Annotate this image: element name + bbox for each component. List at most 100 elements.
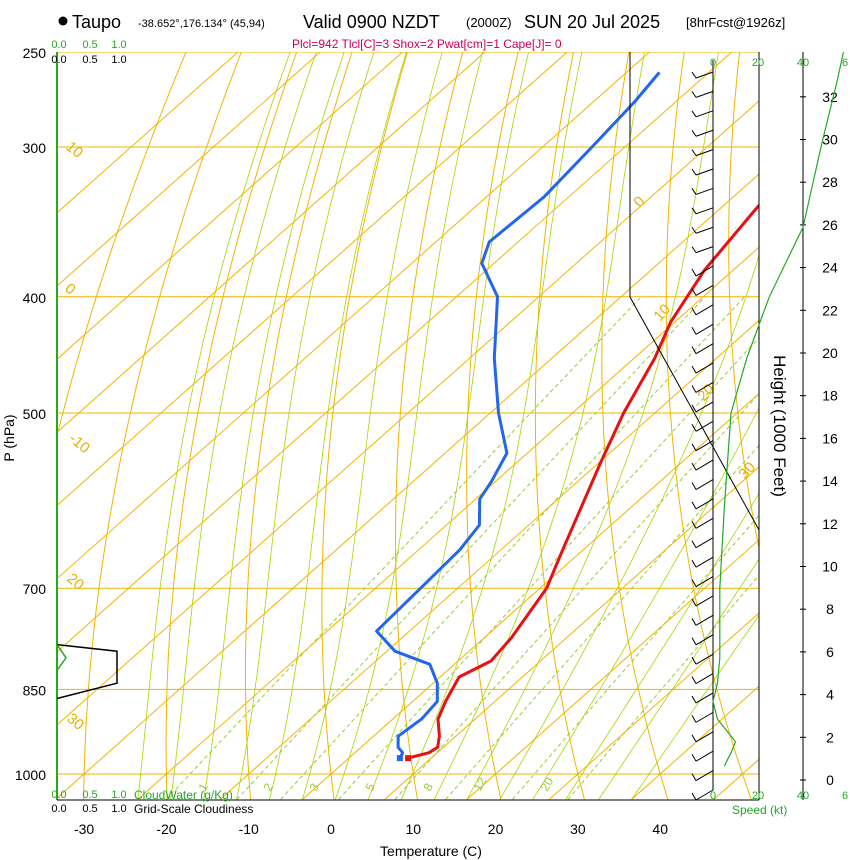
wind-barb (695, 168, 714, 176)
moist-adiabat-line (236, 52, 375, 800)
speed-bottom-tick: 20 (752, 790, 764, 802)
dry-adiabat-line (466, 52, 519, 800)
moist-adiabats (137, 52, 759, 800)
wind-barb-flag (691, 540, 697, 548)
wind-barb-flag (691, 71, 697, 79)
cloud-water-bottom-tick: 0.5 (82, 789, 97, 801)
wind-barb (695, 789, 714, 801)
mixing-ratio-lines (165, 296, 759, 800)
wind-barb (695, 323, 714, 335)
wind-barb-flag (691, 207, 697, 215)
cloud-panel: 0.0 0.0 0.5 0.5 1.0 1.0 0.0 0.0 0.5 0.5 1.0 1.0 (51, 39, 126, 815)
wind-barb (695, 90, 714, 98)
wind-barb-flag (691, 385, 697, 393)
wind-barb (695, 673, 714, 684)
speed-bottom-tick: 0 (710, 790, 716, 802)
dry-adiabat-label: 10 (62, 138, 86, 162)
wind-barb (695, 692, 714, 704)
wind-barb-flag (691, 618, 697, 626)
wind-barb (695, 770, 714, 782)
height-tick-label: 24 (822, 260, 838, 276)
wind-barb (695, 265, 714, 277)
wind-barb (695, 187, 714, 195)
wind-barb (695, 246, 714, 254)
wind-barb-flag (691, 424, 697, 432)
dry-adiabat-line (245, 52, 353, 800)
wind-barb-flag (691, 188, 697, 195)
wind-barb-flag (691, 482, 697, 490)
dry-adiabat-line (165, 52, 298, 800)
dry-adiabat-line (665, 52, 752, 800)
moist-adiabat-line (269, 52, 407, 800)
moist-adiabat-line (433, 52, 645, 800)
x-axis-title: Temperature (C) (380, 843, 482, 859)
wind-barb-flag (691, 168, 697, 176)
height-tick-label: 20 (822, 345, 838, 361)
temperature-tick-label: -30 (74, 821, 94, 837)
mixing-ratio-label: 8 (420, 780, 436, 793)
isotherm-line (631, 685, 759, 800)
cloudiness-top-tick: 1.0 (111, 54, 126, 66)
forecast-tag: [8hrFcst@1926z] (686, 15, 785, 30)
valid-date: SUN 20 Jul 2025 (524, 12, 660, 32)
wind-barb (695, 304, 714, 316)
wind-barb-flag (691, 91, 697, 98)
isobars (57, 52, 759, 775)
moist-adiabat-line (598, 558, 759, 800)
wind-barb (695, 226, 714, 234)
wind-barb (695, 420, 714, 432)
mixing-ratio-line (236, 296, 706, 800)
wind-barb-flag (691, 559, 697, 568)
indices-line: Plcl=942 Tlcl[C]=3 Shox=2 Pwat[cm]=1 Cap… (292, 37, 562, 51)
wind-barb-flag (691, 110, 697, 118)
dry-adiabat-line (534, 52, 585, 800)
speed-top-tick: 0 (710, 57, 716, 69)
pressure-tick-label: 700 (23, 581, 47, 597)
mixing-ratio-label: 20 (537, 775, 556, 794)
wind-barb (695, 285, 714, 296)
wind-barb-flag (691, 307, 697, 316)
wind-barb (695, 71, 714, 79)
sounding-profiles (375, 71, 759, 762)
pressure-tick-label: 1000 (15, 767, 46, 783)
isotherm-line (57, 52, 404, 360)
speed-top-tick: 20 (752, 57, 764, 69)
isotherm-line (384, 466, 759, 800)
cloudiness-bottom-tick: 1.0 (111, 803, 126, 815)
cloudiness-bottom-tick: 0.0 (51, 803, 66, 815)
temperature-tick-label: 40 (652, 821, 668, 837)
wind-barb (695, 537, 714, 549)
wind-barb (695, 517, 714, 529)
wind-barb (695, 207, 714, 215)
mixing-ratio-label: 12 (470, 775, 489, 794)
height-tick-label: 4 (826, 687, 834, 703)
wind-barb (695, 110, 714, 118)
pressure-tick-label: 400 (23, 290, 47, 306)
wind-barb-flag (691, 773, 697, 781)
moist-adiabat-line (466, 52, 719, 800)
wind-barb (695, 459, 714, 471)
temperature-profile-line (407, 203, 759, 760)
wind-barb-flag (691, 288, 697, 296)
cloudiness-profile-line (56, 643, 118, 700)
station-marker-icon (58, 16, 68, 26)
wind-barb-flag (691, 521, 697, 529)
height-tick-label: 26 (822, 217, 838, 233)
isotherm-line (548, 612, 759, 800)
wind-barb-flag (691, 695, 697, 704)
height-tick-label: 14 (822, 473, 838, 489)
moist-adiabat-line (400, 52, 583, 800)
moist-adiabat-line (203, 52, 345, 800)
wind-barb (695, 129, 714, 137)
wind-barb-flag (691, 656, 697, 665)
dry-adiabat-label: 20 (63, 570, 87, 594)
surface-temperature-marker (405, 755, 412, 762)
height-tick-label: 6 (826, 644, 834, 660)
wind-barb-flag (691, 365, 697, 374)
isotherm-line (57, 173, 759, 799)
mixing-ratio-label: 3 (306, 780, 322, 793)
dry-adiabat-label: 0 (61, 280, 78, 298)
moist-adiabat-line (565, 492, 759, 800)
isotherm-line (57, 52, 486, 433)
wind-barb (695, 149, 714, 157)
